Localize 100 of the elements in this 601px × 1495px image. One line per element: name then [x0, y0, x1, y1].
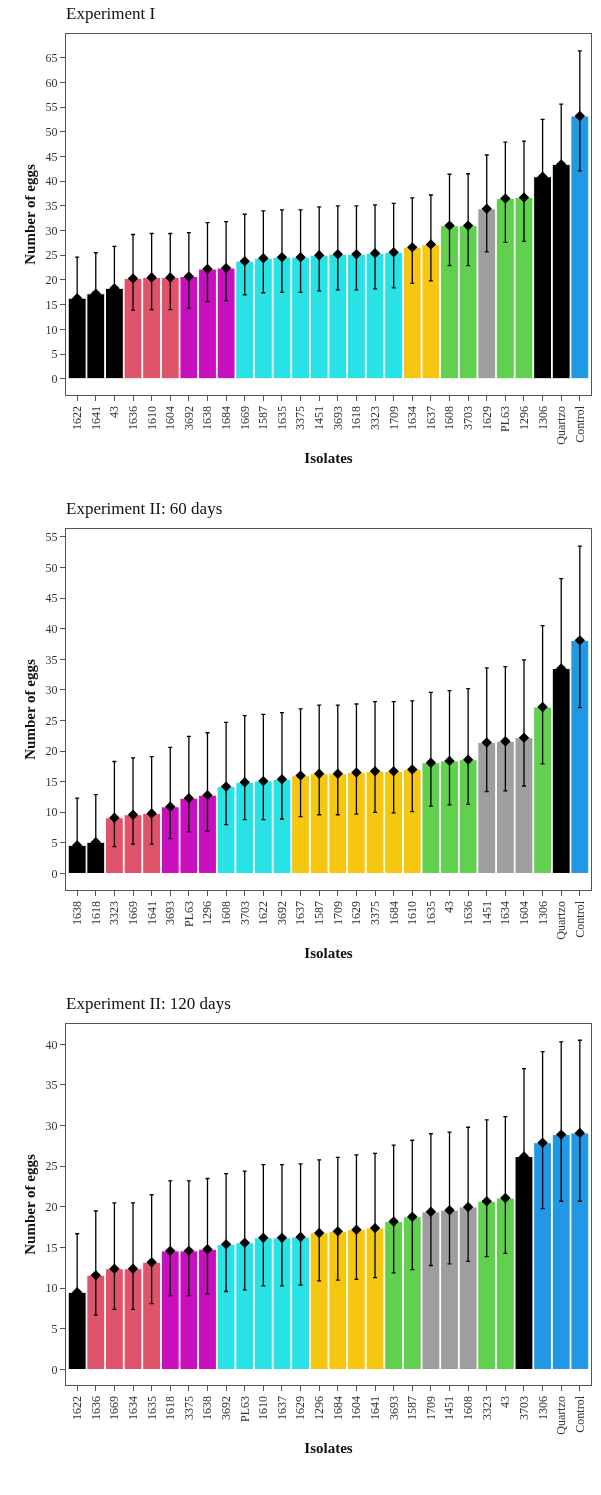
point — [574, 635, 586, 646]
x-tick-label: 1610 — [256, 1396, 271, 1420]
point — [109, 1263, 120, 1274]
x-tick-label: 1622 — [70, 1396, 85, 1420]
point — [407, 242, 418, 253]
x-tick-label: 1608 — [461, 1396, 476, 1420]
point — [183, 271, 195, 282]
point — [202, 263, 213, 275]
y-tick-label: 20 — [45, 273, 58, 288]
point — [332, 768, 344, 779]
point — [127, 809, 139, 820]
point — [220, 1239, 232, 1250]
chart-title: Experiment II: 60 days — [66, 499, 223, 519]
x-tick-label: 1636 — [88, 1396, 103, 1420]
x-tick-label: 3703 — [461, 406, 476, 430]
y-tick-label: 30 — [45, 683, 58, 698]
point — [332, 1226, 344, 1237]
point — [165, 272, 176, 283]
x-tick-label: 1635 — [144, 1396, 159, 1420]
x-tick-label: 3323 — [479, 1396, 494, 1420]
y-tick-label: 65 — [45, 50, 58, 65]
y-tick-label: 45 — [45, 149, 58, 164]
point — [220, 262, 232, 274]
point — [444, 1204, 455, 1216]
point — [127, 273, 139, 284]
y-tick-label: 20 — [45, 1200, 58, 1215]
point — [295, 252, 306, 263]
point — [220, 781, 232, 792]
y-tick-label: 50 — [45, 124, 58, 139]
y-axis-title: Number of eggs — [21, 1154, 38, 1255]
point — [425, 239, 437, 250]
point — [574, 1127, 586, 1139]
x-tick-label: 3323 — [107, 901, 122, 925]
y-tick-label: 5 — [51, 1322, 58, 1337]
point — [407, 764, 418, 775]
y-tick-label: 35 — [45, 199, 58, 214]
x-axis-title: Isolates — [304, 449, 353, 466]
point — [425, 1206, 437, 1218]
y-axis-title: Number of eggs — [21, 659, 38, 760]
point — [295, 770, 306, 781]
point — [183, 1245, 195, 1257]
point — [518, 732, 530, 743]
x-tick-label: 1669 — [107, 1396, 122, 1420]
point — [146, 1257, 157, 1268]
point — [407, 1211, 418, 1222]
point — [239, 1237, 250, 1248]
point — [239, 777, 250, 788]
point — [165, 1245, 176, 1257]
point — [481, 737, 492, 748]
x-tick-label: Quartzo — [554, 1396, 569, 1435]
x-tick-label: 1451 — [479, 901, 494, 925]
point — [462, 754, 474, 765]
x-tick-label: 1629 — [349, 901, 364, 925]
x-tick-label: Control — [572, 900, 587, 938]
point — [109, 812, 120, 823]
x-tick-label: 1637 — [293, 901, 308, 925]
point — [369, 766, 381, 777]
point — [146, 808, 157, 819]
y-tick-label: 0 — [51, 371, 58, 386]
point — [500, 736, 511, 747]
y-tick-label: 10 — [45, 1281, 58, 1296]
point — [258, 775, 269, 787]
x-tick-label: 1635 — [423, 901, 438, 925]
x-tick-label: 3703 — [237, 901, 252, 925]
y-tick-label: 20 — [45, 744, 58, 759]
point — [500, 1192, 511, 1204]
point — [165, 801, 176, 812]
point — [332, 249, 344, 260]
point — [388, 1216, 399, 1227]
y-tick-label: 40 — [45, 174, 58, 189]
point — [369, 1222, 381, 1234]
x-tick-label: 1604 — [516, 901, 531, 925]
point — [537, 701, 548, 713]
y-tick-label: 25 — [45, 1159, 58, 1174]
point — [388, 766, 399, 777]
y-tick-label: 15 — [45, 1240, 58, 1255]
x-tick-label: Quartzo — [554, 406, 569, 445]
point — [202, 789, 213, 801]
point — [351, 767, 362, 778]
point — [444, 755, 455, 767]
point — [444, 220, 455, 231]
x-tick-label: 3693 — [330, 406, 345, 430]
point — [537, 1137, 548, 1148]
x-tick-label: 1709 — [330, 901, 345, 925]
point — [481, 1196, 492, 1207]
x-tick-label: 3692 — [219, 1396, 234, 1420]
y-tick-label: 25 — [45, 713, 58, 728]
point — [90, 1270, 101, 1281]
x-tick-label: 1641 — [88, 406, 103, 430]
chart-title: Experiment I — [66, 4, 156, 24]
y-tick-label: 25 — [45, 248, 58, 263]
point — [556, 1129, 567, 1140]
x-tick-label: 1296 — [516, 406, 531, 430]
chart-title: Experiment II: 120 days — [66, 994, 231, 1014]
x-tick-label: Quartzo — [554, 901, 569, 940]
x-tick-label: 1587 — [312, 901, 327, 925]
x-tick-label: 1610 — [144, 406, 159, 430]
x-tick-label: 1306 — [535, 901, 550, 925]
x-tick-label: 1684 — [386, 901, 401, 925]
y-tick-label: 40 — [45, 621, 58, 636]
